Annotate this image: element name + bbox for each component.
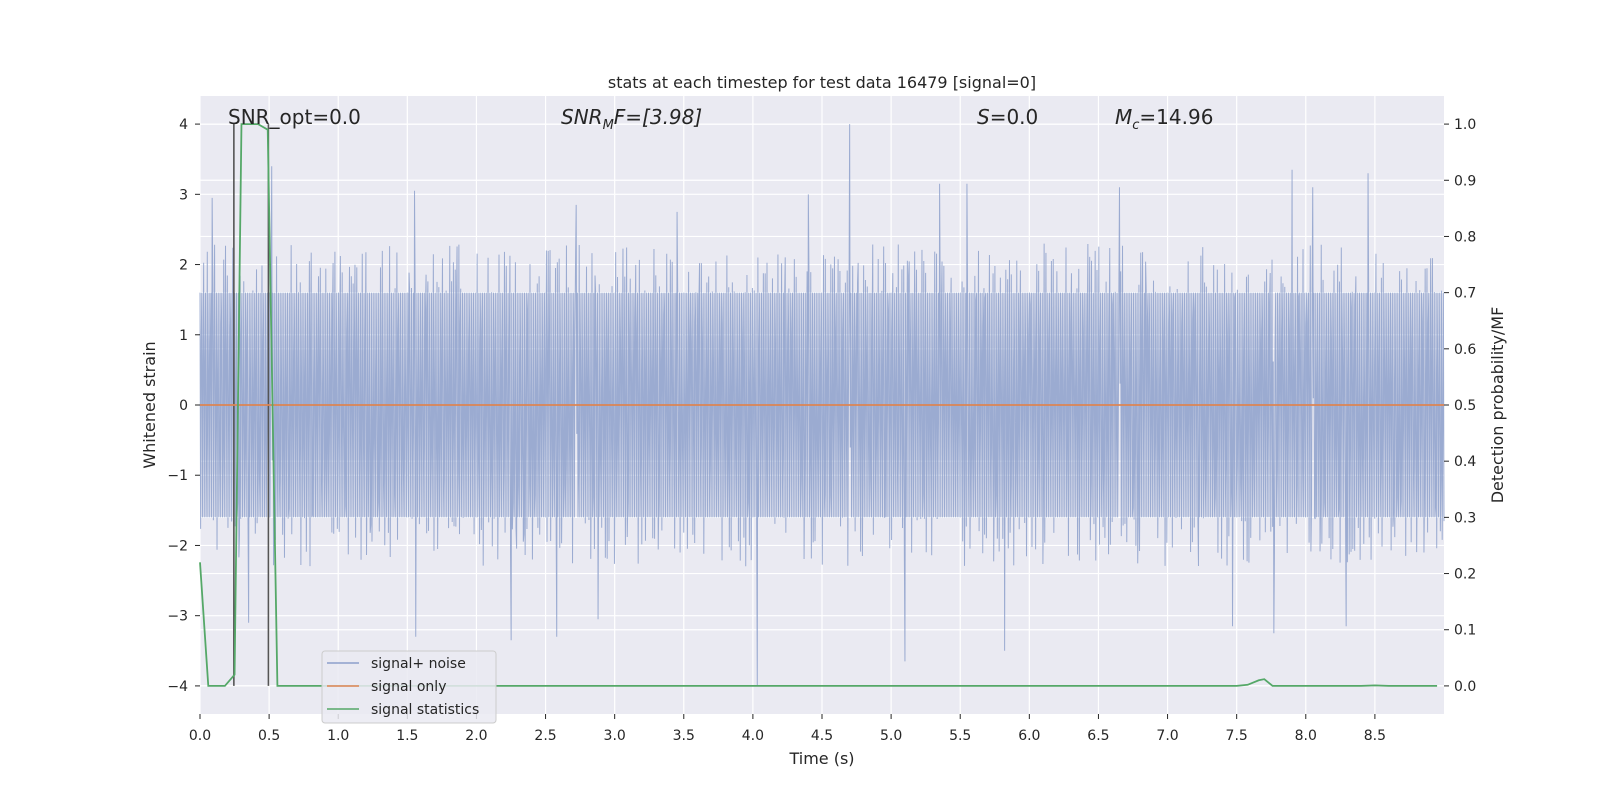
x-tick-label: 4.0 [742, 728, 764, 744]
y-tick-label-left: −4 [167, 679, 188, 695]
annotation-s-value: =0.0 [990, 105, 1039, 129]
x-tick-label: 3.5 [673, 728, 695, 744]
x-tick-label: 1.0 [327, 728, 349, 744]
y-tick-label-left: 3 [179, 187, 188, 203]
y-tick-label-right: 0.8 [1454, 229, 1476, 245]
signal-noise-series [199, 124, 1445, 686]
y-tick-label-left: 1 [179, 328, 188, 344]
annotation-s: S=0.0 [977, 105, 1038, 129]
x-tick-label: 1.5 [396, 728, 418, 744]
x-tick-label: 6.0 [1018, 728, 1040, 744]
legend-box [321, 650, 497, 724]
signal-statistics-line [199, 123, 1438, 687]
y-tick-label-right: 0.5 [1454, 398, 1476, 414]
y-axis-label-right: Detection probability/MF [1488, 307, 1507, 504]
annotation-snr-mf-label: SNR [561, 105, 603, 129]
chart-title: stats at each timestep for test data 164… [608, 73, 1036, 92]
y-tick-label-right: 1.0 [1454, 117, 1476, 133]
y-tick-label-left: 4 [179, 117, 188, 133]
x-tick-label: 2.5 [534, 728, 556, 744]
y-tick-label-right: 0.2 [1454, 567, 1476, 583]
y-tick-label-left: 0 [179, 398, 188, 414]
x-tick-label: 5.5 [949, 728, 971, 744]
x-tick-label: 6.5 [1087, 728, 1109, 744]
x-tick-label: 8.5 [1364, 728, 1386, 744]
annotation-snr-mf: SNRMF=[3.98] [561, 105, 702, 133]
annotation-snr-opt: SNR_opt=0.0 [228, 105, 361, 129]
y-tick-label-right: 0.4 [1454, 454, 1476, 470]
annotation-mc-value: =14.96 [1139, 105, 1213, 129]
annotation-s-label: S [977, 105, 990, 129]
y-tick-label-right: 0.7 [1454, 286, 1476, 302]
x-tick-label: 7.5 [1226, 728, 1248, 744]
x-tick-label: 2.0 [465, 728, 487, 744]
x-tick-label: 7.0 [1156, 728, 1178, 744]
annotation-snr-mf-rest: F=[3.98] [614, 105, 702, 129]
legend-label-signal-only: signal only [371, 679, 446, 695]
y-axis-label-left: Whitened strain [140, 341, 159, 468]
x-axis-label: Time (s) [788, 749, 854, 768]
tick-labels: 0.0 0.5 1.0 1.5 2.0 2.5 3.0 3.5 4.0 4.5 5.0 5.5 6.0 6… [167, 117, 1476, 744]
annotation-mc-sub: c [1132, 118, 1139, 133]
legend: signal+ noise signal only signal statist… [321, 650, 497, 724]
x-tick-label: 3.0 [604, 728, 626, 744]
y-tick-label-left: −3 [167, 609, 188, 625]
y-tick-label-left: −1 [167, 468, 188, 484]
annotation-snr-mf-sub: M [603, 118, 614, 133]
y-tick-label-left: −2 [167, 538, 188, 554]
y-tick-label-right: 0.6 [1454, 342, 1476, 358]
y-tick-label-right: 0.3 [1454, 510, 1476, 526]
legend-label-signal-statistics: signal statistics [371, 702, 479, 718]
y-tick-label-left: 2 [179, 258, 188, 274]
annotation-mc: Mc=14.96 [1115, 105, 1213, 133]
x-tick-label: 0.5 [258, 728, 280, 744]
annotation-mc-label: M [1115, 105, 1132, 129]
x-tick-label: 0.0 [189, 728, 211, 744]
line-series [199, 123, 1444, 687]
y-tick-label-right: 0.1 [1454, 623, 1476, 639]
x-tick-label: 5.0 [880, 728, 902, 744]
y-tick-label-right: 0.0 [1454, 679, 1476, 695]
signal-noise-line [199, 124, 1445, 686]
x-tick-label: 8.0 [1295, 728, 1317, 744]
x-tick-label: 4.5 [811, 728, 833, 744]
legend-label-signal-noise: signal+ noise [371, 656, 466, 672]
y-tick-label-right: 0.9 [1454, 173, 1476, 189]
